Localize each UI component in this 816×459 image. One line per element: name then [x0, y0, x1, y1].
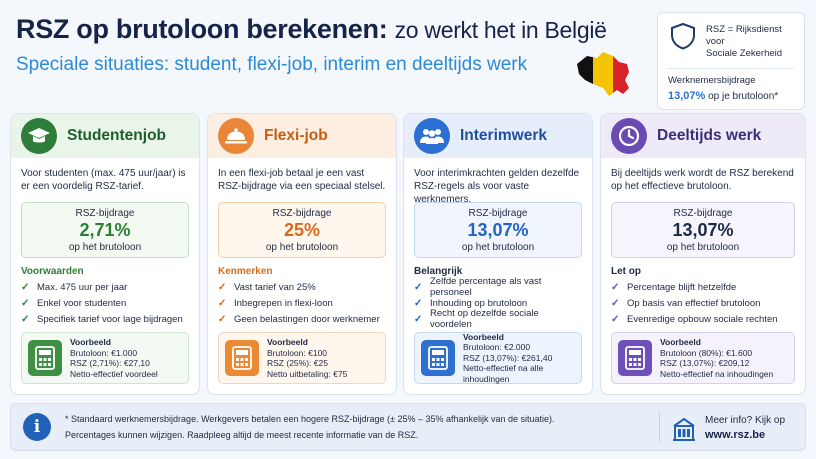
list-item: ✓ Op basis van effectief brutoloon	[611, 297, 761, 309]
check-icon: ✓	[21, 297, 30, 309]
card-description: In een flexi-job betaal je een vast RSZ-…	[218, 168, 386, 192]
rate-box: RSZ-bijdrage 13,07% op het brutoloon	[414, 202, 582, 258]
card-header: Flexi-job	[208, 114, 396, 158]
shield-icon	[671, 22, 695, 50]
list-item: ✓ Max. 475 uur per jaar	[21, 281, 128, 293]
card-title: Flexi-job	[264, 127, 328, 144]
list-item: ✓ Inbegrepen in flexi-loon	[218, 297, 333, 309]
cloche-icon	[218, 118, 254, 154]
check-icon: ✓	[218, 297, 227, 309]
list-item: ✓ Percentage blijft hetzelfde	[611, 281, 737, 293]
website-link[interactable]: www.rsz.be	[705, 429, 766, 441]
clock-icon	[611, 118, 647, 154]
footer-note: i * Standaard werknemersbijdrage. Werkge…	[10, 403, 806, 451]
page-subtitle: Speciale situaties: student, flexi-job, …	[16, 54, 528, 75]
card-deeltijds-werk: Deeltijds werk Bij deeltijds werk wordt …	[600, 113, 806, 395]
section-title: Let op	[611, 266, 641, 277]
card-description: Voor studenten (max. 475 uur/jaar) is er…	[21, 168, 186, 192]
people-icon	[414, 118, 450, 154]
rate-value: 2,71%	[79, 220, 131, 240]
list-item: ✓ Zelfde percentage als vast personeel	[414, 276, 542, 298]
check-icon: ✓	[21, 313, 30, 325]
example-box: Voorbeeld Brutoloon (80%): €1.600 RSZ (1…	[611, 332, 795, 384]
card-header: Deeltijds werk	[601, 114, 805, 158]
rate-value: 25%	[283, 220, 321, 240]
card-header: Interimwerk	[404, 114, 592, 158]
calculator-icon	[421, 340, 455, 376]
check-icon: ✓	[218, 281, 227, 293]
section-title: Belangrijk	[414, 266, 463, 277]
belgium-map-flag-icon	[577, 52, 629, 96]
rsz-info-box: RSZ = Rijksdienst voor Sociale Zekerheid…	[657, 12, 805, 110]
list-item: ✓ Vast tarief van 25%	[218, 281, 316, 293]
contribution-value: 13,07% op je brutoloon*	[668, 90, 779, 102]
example-box: Voorbeeld Brutoloon: €1.000 RSZ (2,71%):…	[21, 332, 189, 384]
check-icon: ✓	[218, 313, 227, 325]
calculator-icon	[225, 340, 259, 376]
card-description: Bij deeltijds werk wordt de RSZ berekend…	[611, 168, 794, 192]
section-title: Voorwaarden	[21, 266, 84, 277]
more-info: Meer info? Kijk op www.rsz.be	[705, 415, 786, 441]
check-icon: ✓	[611, 281, 620, 293]
rate-value: 13,07%	[467, 220, 529, 240]
page-title: RSZ op brutoloon berekenen: zo werkt het…	[16, 14, 607, 45]
list-item: ✓ Geen belastingen door werknemer	[218, 313, 380, 325]
list-item: ✓ Specifiek tarief voor lage bijdragen	[21, 313, 183, 325]
card-flexi-job: Flexi-job In een flexi-job betaal je een…	[207, 113, 397, 395]
list-item: ✓ Enkel voor studenten	[21, 297, 127, 309]
example-box: Voorbeeld Brutoloon: €2.000 RSZ (13,07%)…	[414, 332, 582, 384]
graduation-cap-icon	[21, 118, 57, 154]
card-title: Interimwerk	[460, 127, 548, 144]
footer-note-1: * Standaard werknemersbijdrage. Werkgeve…	[65, 414, 555, 424]
check-icon: ✓	[414, 297, 423, 309]
card-interimwerk: Interimwerk Voor interimkrachten gelden …	[403, 113, 593, 395]
footer-notes: * Standaard werknemersbijdrage. Werkgeve…	[65, 411, 555, 443]
list-item: ✓ Inhouding op brutoloon	[414, 297, 528, 309]
card-description: Voor interimkrachten gelden dezelfde RSZ…	[414, 168, 580, 205]
title-bold: RSZ op brutoloon berekenen:	[16, 14, 388, 44]
rate-box: RSZ-bijdrage 13,07% op het brutoloon	[611, 202, 795, 258]
rate-box: RSZ-bijdrage 25% op het brutoloon	[218, 202, 386, 258]
check-icon: ✓	[21, 281, 30, 293]
calculator-icon	[618, 340, 652, 376]
card-studentenjob: Studentenjob Voor studenten (max. 475 uu…	[10, 113, 200, 395]
info-icon: i	[23, 413, 51, 441]
check-icon: ✓	[611, 297, 620, 309]
footer-note-2: Percentages kunnen wijzigen. Raadpleeg a…	[65, 430, 419, 440]
contribution-label: Werknemersbijdrage	[668, 75, 756, 86]
check-icon: ✓	[611, 313, 620, 325]
check-icon: ✓	[414, 281, 423, 293]
rsz-definition: RSZ = Rijksdienst voor Sociale Zekerheid	[706, 24, 783, 59]
list-item: ✓ Recht op dezelfde sociale voordelen	[414, 308, 539, 330]
section-title: Kenmerken	[218, 266, 273, 277]
title-rest: zo werkt het in België	[394, 17, 607, 43]
example-box: Voorbeeld Brutoloon: €100 RSZ (25%): €25…	[218, 332, 386, 384]
rate-box: RSZ-bijdrage 2,71% op het brutoloon	[21, 202, 189, 258]
list-item: ✓ Evenredige opbouw sociale rechten	[611, 313, 778, 325]
card-title: Deeltijds werk	[657, 127, 762, 144]
building-icon	[673, 417, 695, 441]
calculator-icon	[28, 340, 62, 376]
card-title: Studentenjob	[67, 127, 167, 144]
check-icon: ✓	[414, 313, 423, 325]
card-header: Studentenjob	[11, 114, 199, 158]
rate-value: 13,07%	[672, 220, 734, 240]
